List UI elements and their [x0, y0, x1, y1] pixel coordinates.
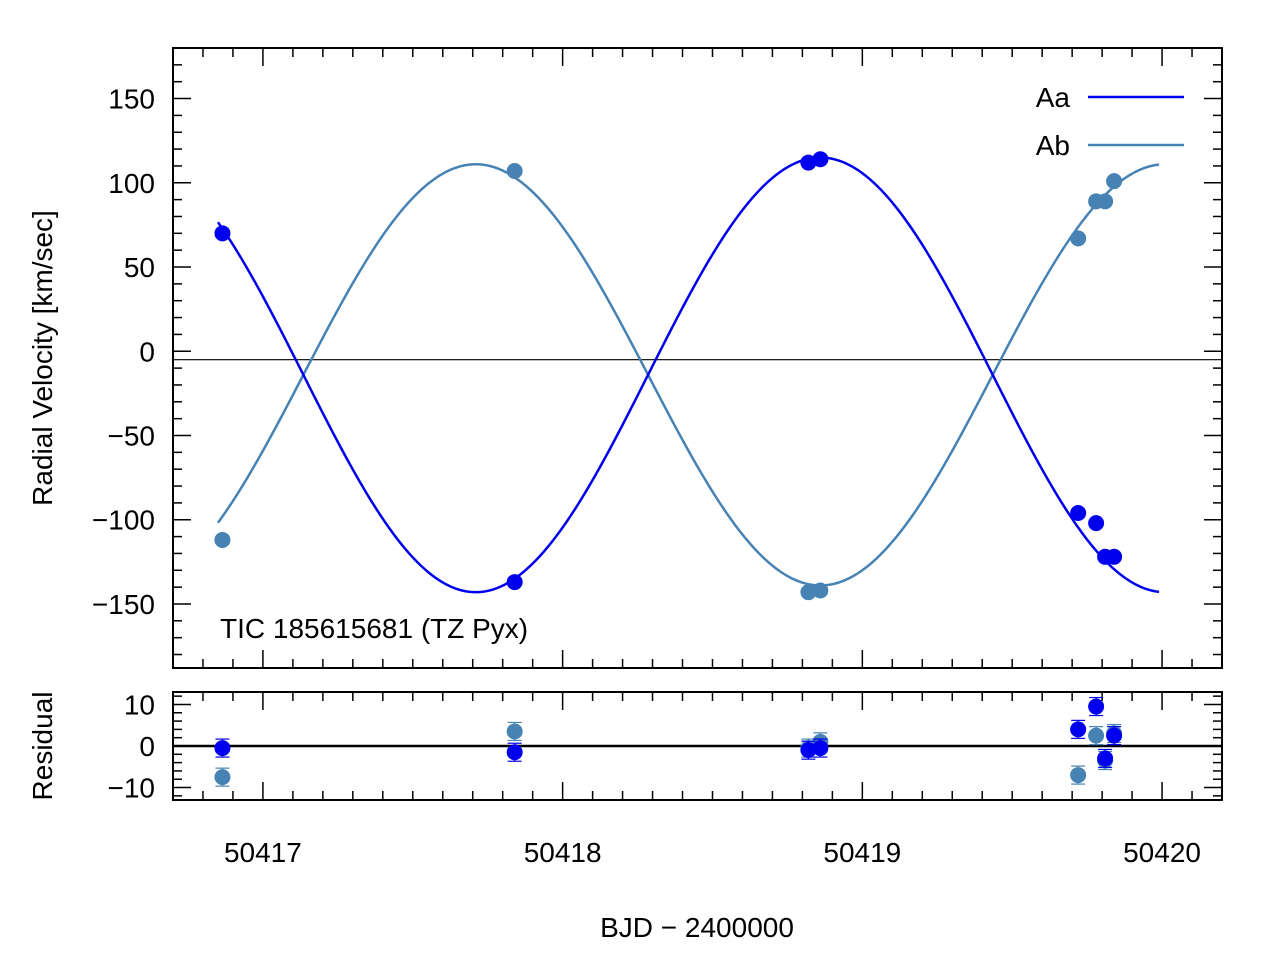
model-curve-aa	[216, 156, 1160, 594]
rv-point-aa	[812, 151, 829, 168]
x-tick-labels: 50417 50418 50419 50420	[224, 837, 1201, 868]
main-content	[173, 151, 1222, 601]
x-tick-label: 50418	[524, 837, 602, 868]
model-curve-ab	[216, 163, 1160, 587]
residual-ticks: −10 0 10	[108, 689, 1223, 804]
y-tick-label: −50	[108, 421, 156, 452]
legend-label-aa: Aa	[1036, 82, 1071, 113]
rv-point-ab	[812, 582, 829, 599]
residual-content	[173, 696, 1222, 787]
residual-point-ab	[214, 769, 231, 786]
rv-point-aa	[1106, 548, 1123, 565]
residual-y-tick-label: −10	[108, 773, 156, 804]
residual-point-aa	[1070, 721, 1087, 738]
residual-point-aa	[1097, 750, 1114, 767]
rv-point-aa	[1070, 505, 1087, 521]
residual-point-aa	[800, 742, 817, 759]
residual-point-aa	[812, 740, 829, 757]
rv-point-aa	[1088, 515, 1105, 532]
y-tick-label: −150	[92, 589, 155, 620]
main-plot-frame	[172, 47, 1223, 669]
y-tick-label: 0	[139, 336, 155, 367]
x-tick-label: 50417	[224, 837, 302, 868]
x-axis-label: BJD − 2400000	[600, 912, 794, 943]
residual-y-axis-label: Residual	[27, 692, 58, 801]
residual-point-aa	[214, 740, 231, 757]
rv-point-ab	[1097, 193, 1114, 210]
rv-point-ab	[1070, 230, 1087, 247]
residual-point-ab	[1070, 767, 1087, 784]
residual-point-aa	[1106, 727, 1123, 744]
rv-point-aa	[800, 154, 817, 171]
legend: Aa Ab	[1036, 82, 1184, 161]
rv-point-aa	[214, 225, 231, 242]
rv-point-ab	[800, 584, 817, 601]
residual-y-tick-label: 0	[139, 731, 155, 762]
rv-point-ab	[1106, 173, 1123, 190]
residual-point-aa	[1088, 698, 1105, 715]
residual-point-aa	[506, 744, 523, 761]
y-tick-label: 100	[108, 168, 155, 199]
residual-y-tick-label: 10	[124, 689, 155, 720]
rv-point-ab	[214, 531, 231, 548]
y-tick-label: 150	[108, 84, 155, 115]
main-ticks: −150 −100 −50 0 50 100 150	[92, 47, 1223, 668]
chart-title: TIC 185615681 (TZ Pyx)	[220, 613, 528, 644]
legend-label-ab: Ab	[1036, 130, 1070, 161]
residual-point-ab	[506, 723, 523, 740]
y-axis-label: Radial Velocity [km/sec]	[27, 210, 58, 506]
y-tick-label: −100	[92, 505, 155, 536]
main-panel: −150 −100 −50 0 50 100 150 TIC 185615681 (TZ P…	[27, 47, 1223, 669]
x-tick-label: 50419	[823, 837, 901, 868]
rv-point-aa	[506, 574, 523, 591]
residual-panel: −10 0 10 Residual	[27, 689, 1223, 804]
residual-point-ab	[1088, 727, 1105, 744]
rv-point-ab	[506, 162, 523, 179]
x-tick-label: 50420	[1123, 837, 1201, 868]
y-tick-label: 50	[124, 252, 155, 283]
